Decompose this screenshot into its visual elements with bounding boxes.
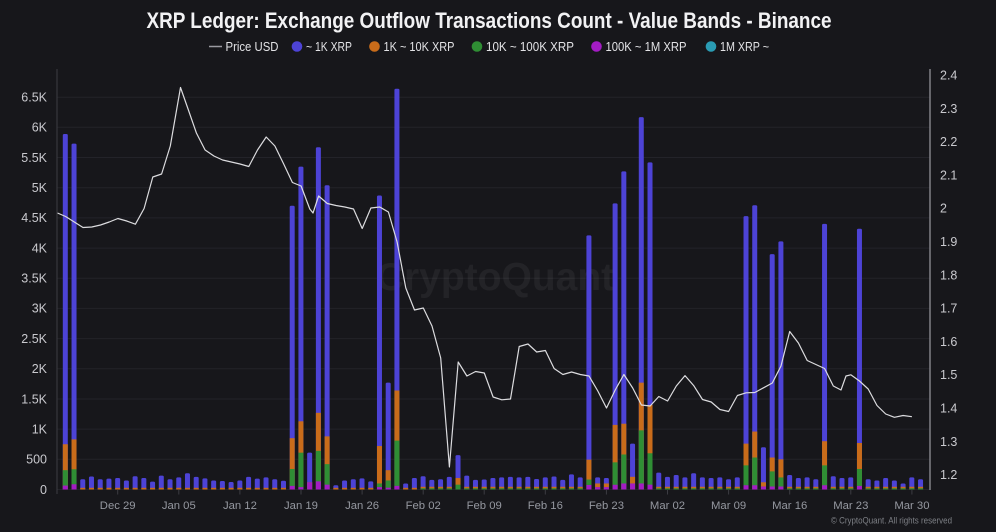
svg-text:1.7: 1.7 [940,302,957,316]
svg-text:Jan 26: Jan 26 [345,500,379,512]
svg-text:1.5: 1.5 [940,368,957,382]
svg-text:2: 2 [940,202,947,216]
svg-text:Feb 23: Feb 23 [589,500,624,512]
svg-text:1.5K: 1.5K [21,392,47,406]
svg-text:10K ~ 100K XRP: 10K ~ 100K XRP [486,40,574,54]
svg-text:Feb 16: Feb 16 [528,500,563,512]
svg-text:3K: 3K [32,302,48,316]
svg-text:4.5K: 4.5K [21,211,47,225]
svg-text:1.6: 1.6 [940,335,957,349]
svg-text:2.4: 2.4 [940,69,957,83]
svg-text:2.2: 2.2 [940,135,957,149]
svg-text:1.4: 1.4 [940,402,957,416]
svg-text:1.3: 1.3 [940,435,957,449]
svg-text:1K: 1K [32,422,48,436]
svg-text:2.1: 2.1 [940,168,957,182]
svg-text:Dec 29: Dec 29 [100,500,136,512]
svg-text:Feb 02: Feb 02 [406,500,441,512]
svg-text:100K ~ 1M XRP: 100K ~ 1M XRP [606,40,687,54]
svg-text:5.5K: 5.5K [21,151,47,165]
svg-text:0: 0 [40,483,47,497]
svg-text:Price USD: Price USD [226,40,279,54]
svg-text:Jan 12: Jan 12 [223,500,257,512]
svg-text:1M XRP ~: 1M XRP ~ [720,40,769,54]
svg-text:1.9: 1.9 [940,235,957,249]
svg-text:Jan 05: Jan 05 [162,500,196,512]
svg-text:© CryptoQuant. All rights rese: © CryptoQuant. All rights reserved [831,516,952,527]
svg-text:6K: 6K [32,121,48,135]
svg-text:3.5K: 3.5K [21,272,47,286]
svg-text:Mar 09: Mar 09 [711,500,746,512]
svg-text:Mar 23: Mar 23 [833,500,868,512]
svg-text:1.2: 1.2 [940,468,957,482]
svg-text:XRP Ledger: Exchange Outflow T: XRP Ledger: Exchange Outflow Transaction… [147,8,832,33]
svg-text:2K: 2K [32,362,48,376]
svg-text:5K: 5K [32,181,48,195]
svg-text:~ 1K XRP: ~ 1K XRP [306,40,352,54]
svg-text:Feb 09: Feb 09 [467,500,502,512]
svg-text:6.5K: 6.5K [21,91,47,105]
svg-text:4K: 4K [32,241,48,255]
svg-text:Jan 19: Jan 19 [284,500,318,512]
svg-text:2.3: 2.3 [940,102,957,116]
svg-text:CryptoQuant: CryptoQuant [376,256,614,299]
svg-text:1.8: 1.8 [940,268,957,282]
svg-text:1K ~ 10K XRP: 1K ~ 10K XRP [384,40,455,54]
svg-text:2.5K: 2.5K [21,332,47,346]
svg-text:Mar 30: Mar 30 [894,500,929,512]
svg-text:500: 500 [26,453,47,467]
svg-text:Mar 16: Mar 16 [772,500,807,512]
svg-text:Mar 02: Mar 02 [650,500,685,512]
